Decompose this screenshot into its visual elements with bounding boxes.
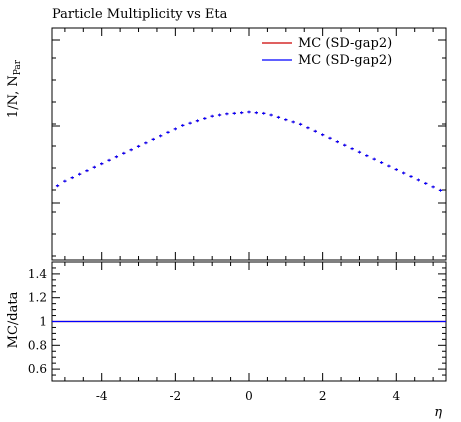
main-series-1 <box>55 110 443 192</box>
ratio-x-ticks: -4 -2 0 2 4 <box>64 262 434 403</box>
ratio-y-tick-label: 1.2 <box>28 291 47 305</box>
legend-label-1: MC (SD-gap2) <box>298 53 392 68</box>
ratio-y-tick-label: 1.4 <box>28 267 47 281</box>
x-tick-label: 0 <box>245 389 253 403</box>
chart-title: Particle Multiplicity vs Eta <box>52 7 228 22</box>
x-axis-label: η <box>434 405 442 420</box>
ratio-y-tick-label: 0.6 <box>28 362 47 376</box>
x-tick-label: -2 <box>170 389 182 403</box>
x-tick-label: -4 <box>96 389 108 403</box>
main-ylabel-text: 1/N, N <box>6 75 21 118</box>
main-ylabel: 1/N, NPar <box>6 59 23 118</box>
main-series-group <box>55 110 443 192</box>
main-series-0 <box>55 111 443 191</box>
legend-label-0: MC (SD-gap2) <box>298 36 392 51</box>
main-y-ticks <box>52 39 446 257</box>
main-ylabel-subscript: Par <box>13 59 23 75</box>
x-tick-label: 4 <box>392 389 400 403</box>
legend: MC (SD-gap2) MC (SD-gap2) <box>262 36 392 68</box>
x-tick-label: 2 <box>319 389 327 403</box>
ratio-y-tick-label: 0.8 <box>28 338 47 352</box>
ratio-ylabel-text: MC/data <box>6 291 21 348</box>
main-x-ticks <box>64 28 434 260</box>
ratio-ylabel: MC/data <box>6 291 21 348</box>
svg-text:1/N, NPar: 1/N, NPar <box>6 59 23 118</box>
ratio-y-tick-label: 1 <box>39 315 47 329</box>
